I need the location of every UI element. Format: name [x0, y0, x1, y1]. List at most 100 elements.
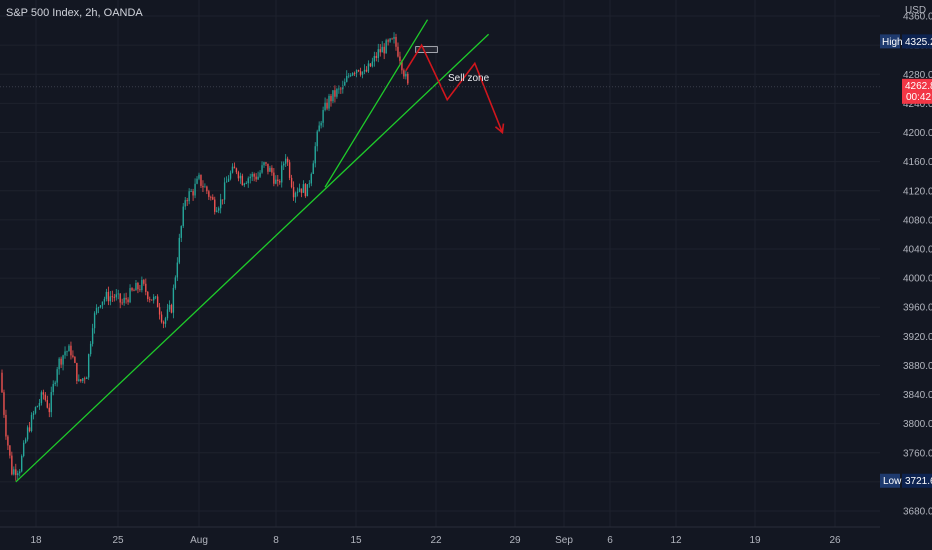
candle-body: [249, 176, 251, 179]
low-tag-label: Low: [883, 476, 902, 487]
low-tag-value: 3721.6: [905, 476, 932, 487]
candle-body: [373, 55, 376, 62]
candle-body: [178, 237, 180, 263]
candle-body: [214, 199, 216, 212]
y-tick-label: 4160.0: [903, 157, 932, 168]
x-tick-label: 25: [112, 535, 124, 546]
candle-body: [369, 63, 372, 67]
last-price-countdown: 00:42: [906, 92, 931, 103]
candle-body: [239, 175, 242, 179]
candle-body: [80, 379, 82, 381]
candle-body: [50, 392, 52, 413]
candle-body: [385, 40, 387, 54]
candle-body: [259, 172, 261, 177]
high-tag-label-bg: [880, 34, 900, 49]
candle-body: [304, 184, 307, 197]
candle-body: [56, 369, 58, 383]
candle-body: [5, 414, 7, 437]
candle-body: [387, 40, 389, 42]
candle-body: [229, 172, 232, 179]
candle-body: [324, 102, 326, 111]
candle-body: [312, 163, 314, 174]
candle-body: [231, 166, 234, 173]
candle-body: [198, 174, 200, 179]
candle-body: [286, 158, 289, 163]
y-tick-label: 4040.0: [903, 244, 932, 255]
candle-body: [348, 75, 350, 77]
candle-body: [95, 308, 98, 314]
high-tag-label: High: [882, 37, 903, 48]
candle-body: [218, 208, 220, 211]
candle-body: [119, 293, 121, 303]
y-tick-label: 4280.0: [903, 70, 932, 81]
candle-body: [127, 299, 129, 303]
x-tick-label: 15: [350, 535, 362, 546]
last-price-value: 4262.8: [905, 81, 932, 92]
candle-body: [105, 291, 108, 299]
candle-body: [38, 402, 41, 407]
projection-arrowhead: [494, 123, 505, 135]
candle-body: [395, 37, 397, 47]
candle-body: [298, 188, 301, 192]
candle-body: [68, 345, 70, 352]
candle-body: [351, 73, 354, 76]
candle-body: [253, 173, 255, 177]
low-tag-value-bg: [902, 473, 932, 488]
candle-body: [359, 71, 362, 75]
candle-body: [204, 186, 206, 188]
y-tick-label: 3800.0: [903, 419, 932, 430]
candle-body: [15, 469, 17, 476]
candle-body: [269, 167, 271, 172]
candle-body: [145, 283, 147, 292]
candle-body: [151, 299, 153, 301]
candle-body: [164, 318, 167, 324]
candle-body: [13, 469, 15, 475]
candle-body: [401, 60, 403, 71]
y-tick-label: 3960.0: [903, 303, 932, 314]
candle-body: [66, 351, 68, 353]
candle-body: [314, 146, 316, 164]
candle-body: [103, 298, 106, 302]
candle-body: [58, 358, 60, 370]
candle-body: [26, 427, 29, 440]
candle-body: [241, 175, 244, 186]
x-tick-label: 19: [749, 535, 761, 546]
candle-body: [405, 73, 407, 77]
candle-body: [206, 186, 208, 192]
candle-body: [133, 290, 135, 292]
candle-body: [28, 427, 31, 432]
low-tag-label-bg: [880, 473, 900, 488]
candle-body: [76, 362, 78, 381]
candle-body: [243, 183, 246, 186]
candle-body: [316, 131, 318, 147]
candle-body: [60, 358, 62, 365]
candle-body: [235, 168, 238, 173]
candle-body: [326, 102, 328, 109]
candle-body: [355, 70, 358, 74]
candle-body: [393, 37, 395, 39]
candle-body: [284, 158, 287, 164]
candle-body: [3, 392, 5, 415]
candles: [1, 32, 409, 481]
chart-title: S&P 500 Index, 2h, OANDA: [6, 7, 143, 19]
candle-body: [19, 471, 21, 474]
candle-body: [275, 179, 277, 184]
candle-body: [273, 172, 275, 184]
last-price-tag-bg: [902, 78, 932, 104]
candle-body: [89, 343, 92, 355]
candle-body: [202, 185, 204, 188]
candle-body: [117, 293, 119, 295]
candle-body: [87, 354, 90, 378]
candle-body: [121, 302, 123, 304]
candle-body: [84, 378, 86, 380]
candle-body: [46, 400, 49, 408]
candle-body: [279, 181, 281, 183]
candle-body: [109, 296, 112, 302]
candle-body: [389, 38, 391, 42]
candle-body: [267, 163, 269, 172]
zone-box: [415, 46, 438, 53]
candle-body: [233, 166, 236, 169]
candle-body: [223, 182, 226, 200]
candle-body: [346, 75, 348, 82]
